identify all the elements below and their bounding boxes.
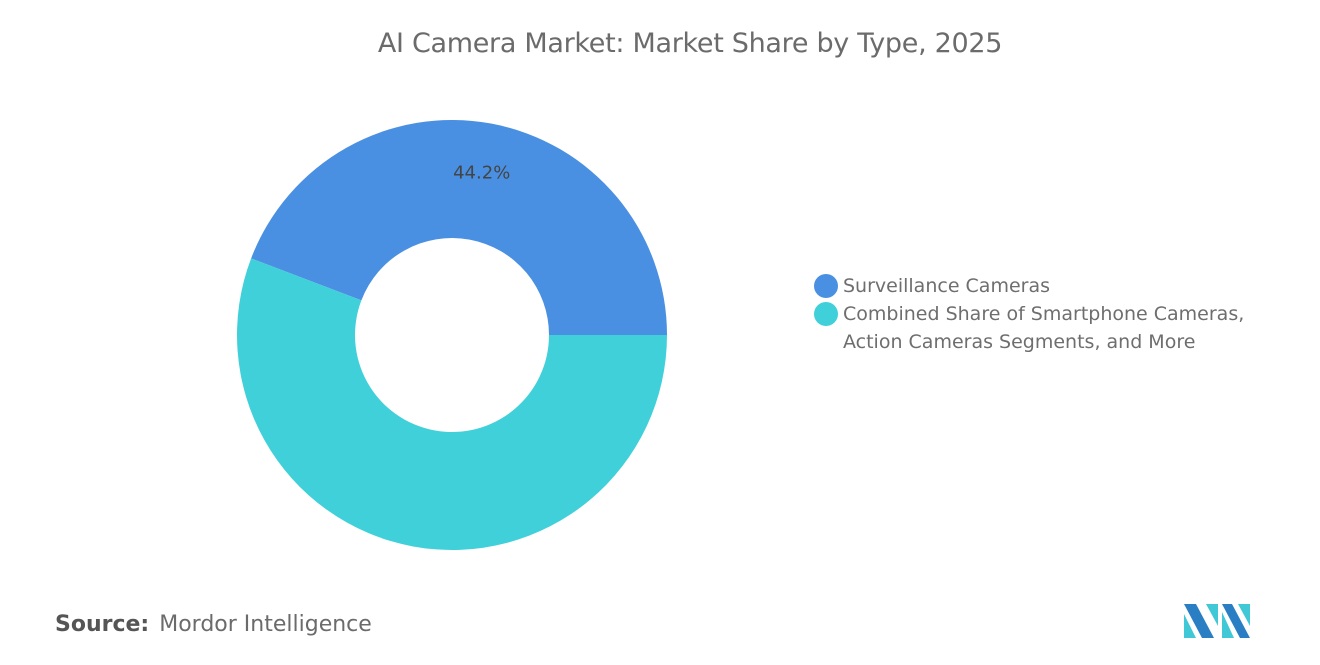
legend-label: Surveillance Cameras — [843, 275, 1051, 297]
legend-item-combined[interactable]: Combined Share of Smartphone Cameras, Ac… — [814, 300, 1244, 356]
legend-swatch — [814, 274, 838, 298]
slice-0[interactable] — [251, 119, 668, 335]
legend-swatch — [814, 302, 838, 326]
legend-label: Combined Share of Smartphone Cameras, Ac… — [843, 300, 1244, 356]
source-value: Mordor Intelligence — [159, 612, 372, 637]
source-label: Source: — [55, 612, 150, 637]
chart-title: AI Camera Market: Market Share by Type, … — [377, 28, 1003, 59]
slice-label-0: 44.2% — [453, 163, 510, 184]
legend-item-surveillance[interactable]: Surveillance Cameras — [814, 272, 1244, 300]
legend-label-line: Action Cameras Segments, and More — [843, 331, 1196, 353]
legend: Surveillance Cameras Combined Share of S… — [814, 272, 1244, 356]
source-note: Source: Mordor Intelligence — [55, 612, 372, 637]
legend-label-line: Combined Share of Smartphone Cameras, — [843, 303, 1245, 325]
slice-1[interactable] — [237, 258, 668, 550]
mordor-logo-icon — [1184, 604, 1250, 638]
